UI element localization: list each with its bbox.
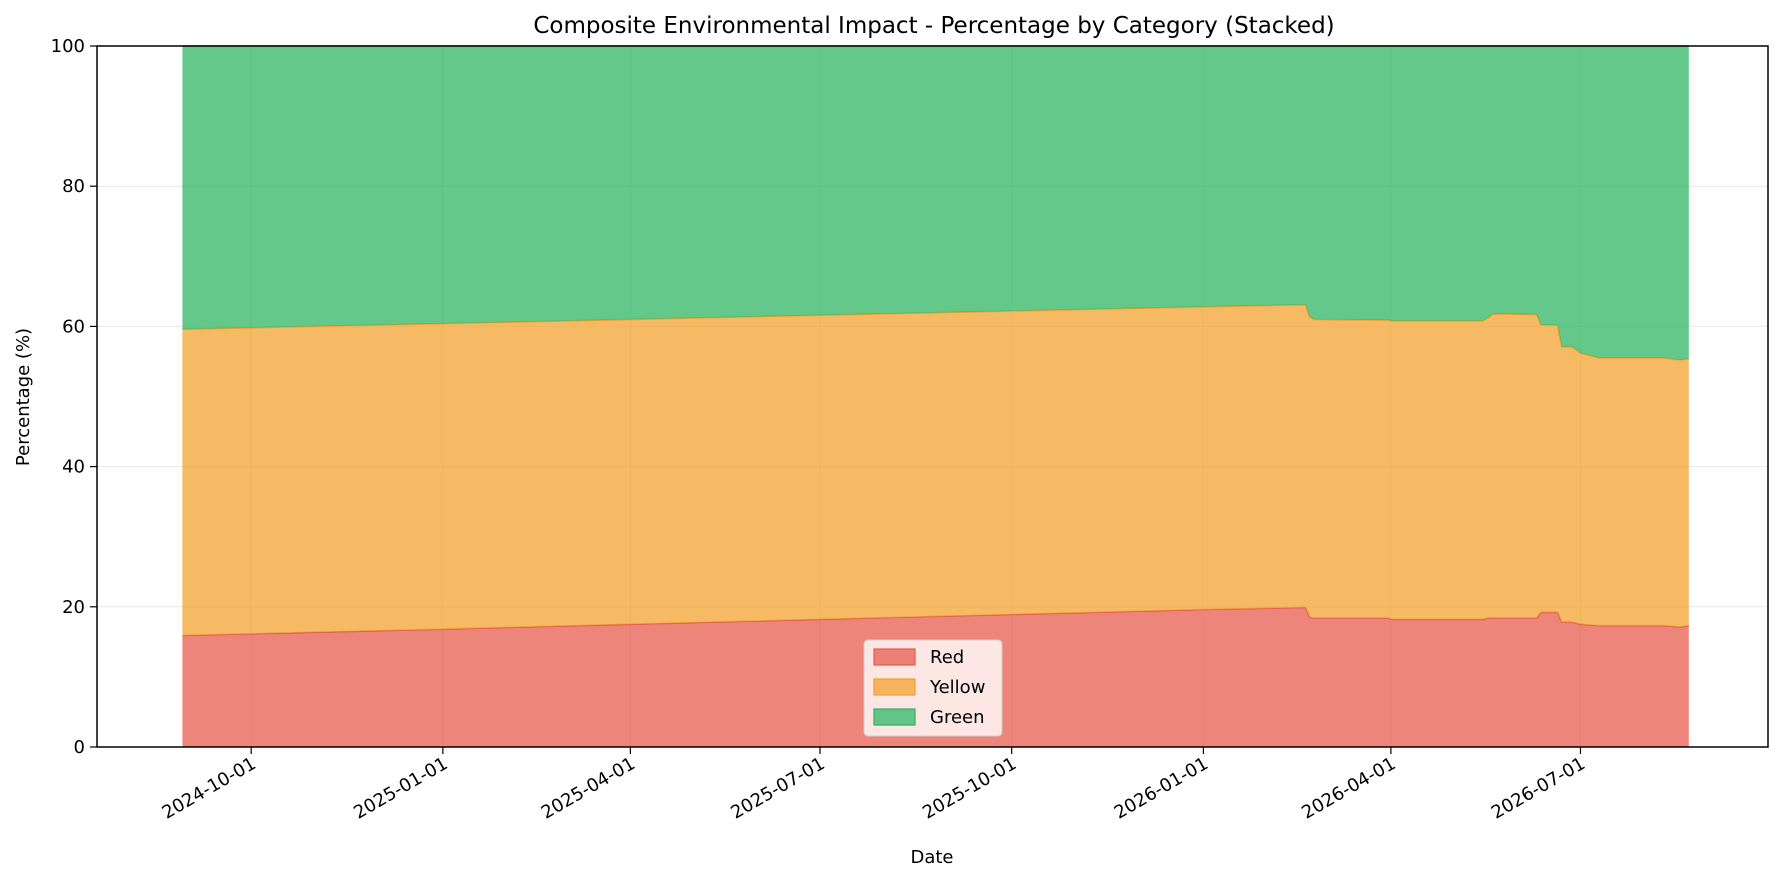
y-tick-label-3: 60 [62,316,85,337]
x-axis-ticks: 2024-10-01 2025-01-01 2025-04-01 2025-07-01… [159,747,1589,824]
y-tick-label-2: 40 [62,457,85,478]
x-tick-label-2: 2025-04-01 [538,753,639,823]
chart-title: Composite Environmental Impact - Percent… [533,13,1334,39]
x-tick-label-6: 2026-04-01 [1298,753,1399,823]
y-axis-ticks: 0 20 40 60 80 100 [51,36,97,758]
legend-label-green: Green [930,707,985,728]
y-axis-label: Percentage (%) [13,328,34,466]
x-tick-label-0: 2024-10-01 [159,753,260,823]
y-tick-label-4: 80 [62,176,85,197]
legend-label-red: Red [930,647,964,668]
x-axis-label: Date [910,847,953,868]
legend: Red Yellow Green [863,639,1003,737]
plot-frame [96,45,1769,748]
x-tick-label-4: 2025-10-01 [919,753,1020,823]
y-tick-label-5: 100 [51,36,85,57]
legend-swatch-green [873,708,916,726]
legend-swatch-red [873,648,916,666]
x-tick-label-1: 2025-01-01 [350,753,451,823]
y-tick-label-0: 0 [74,737,85,758]
legend-label-yellow: Yellow [929,677,985,698]
y-tick-label-1: 20 [62,597,85,618]
x-tick-label-7: 2026-07-01 [1488,753,1589,823]
area-series [182,45,1689,747]
legend-swatch-yellow [873,678,916,696]
area-green [182,46,1689,360]
x-tick-label-5: 2026-01-01 [1111,753,1212,823]
area-yellow [182,304,1689,636]
x-tick-label-3: 2025-07-01 [727,753,828,823]
